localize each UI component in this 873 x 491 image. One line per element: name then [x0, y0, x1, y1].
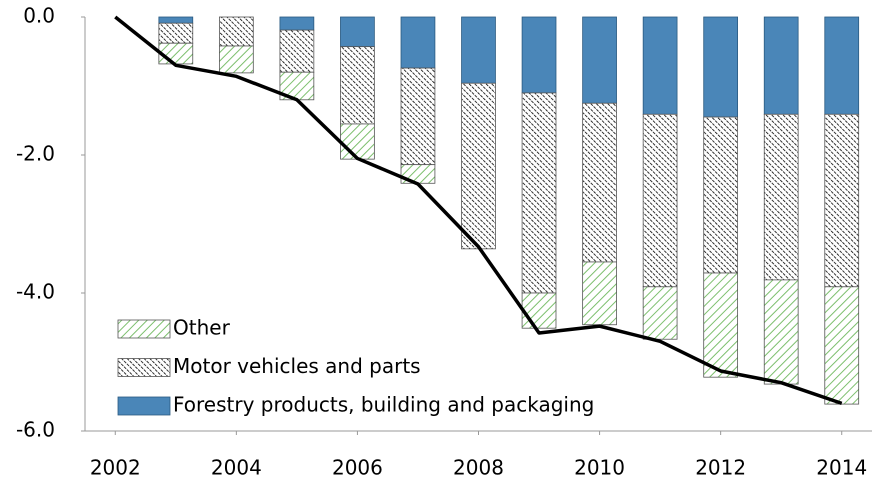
bar-segment [703, 116, 739, 274]
bar-segment [279, 29, 315, 73]
y-tick-label: -4.0 [16, 280, 55, 304]
bar-segment [824, 286, 860, 405]
legend-label: Forestry products, building and packagin… [173, 393, 594, 417]
bar-segment [824, 16, 860, 115]
bar-segment [218, 45, 254, 74]
bar-segment [642, 113, 678, 288]
legend-label: Motor vehicles and parts [173, 354, 421, 378]
bar-segment [642, 286, 678, 340]
bar-segment [521, 292, 557, 329]
bar-segment [582, 261, 617, 326]
legend-swatch [117, 358, 171, 377]
legend-swatch [117, 319, 171, 339]
legend-swatch [117, 396, 171, 416]
bar-segment [703, 16, 739, 118]
y-tick-label: -2.0 [16, 142, 55, 166]
bar-segment [340, 46, 375, 125]
bar-segment [158, 16, 194, 24]
bar-segment [582, 102, 617, 263]
x-tick-label: 2014 [816, 456, 867, 480]
total-line [114, 15, 843, 406]
bar-segment [340, 16, 375, 48]
bar-segment [763, 16, 799, 115]
bar-segment [218, 16, 254, 47]
y-tick-label: 0.0 [23, 4, 55, 28]
x-tick-label: 2010 [574, 456, 625, 480]
bar-segment [824, 113, 860, 288]
bar-segment [521, 92, 557, 294]
bar-segment [340, 123, 375, 160]
bar-segment [158, 22, 194, 44]
bar-segment [461, 82, 496, 250]
x-tick-label: 2002 [90, 456, 141, 480]
bar-segment [763, 279, 799, 385]
bar-segment [158, 42, 194, 65]
bar-segment [582, 16, 617, 104]
y-tick-label: -6.0 [16, 418, 55, 442]
x-tick-label: 2006 [332, 456, 383, 480]
bar-segment [400, 16, 436, 69]
x-tick-label: 2008 [453, 456, 504, 480]
legend-label: Other [173, 316, 231, 340]
bar-segment [703, 272, 739, 378]
x-tick-label: 2012 [695, 456, 746, 480]
bar-segment [400, 67, 436, 166]
bar-segment [642, 16, 678, 115]
bar-segment [521, 16, 557, 94]
x-tick-label: 2004 [211, 456, 262, 480]
bar-segment [279, 16, 315, 31]
bar-segment [763, 113, 799, 281]
bar-segment [461, 16, 496, 84]
